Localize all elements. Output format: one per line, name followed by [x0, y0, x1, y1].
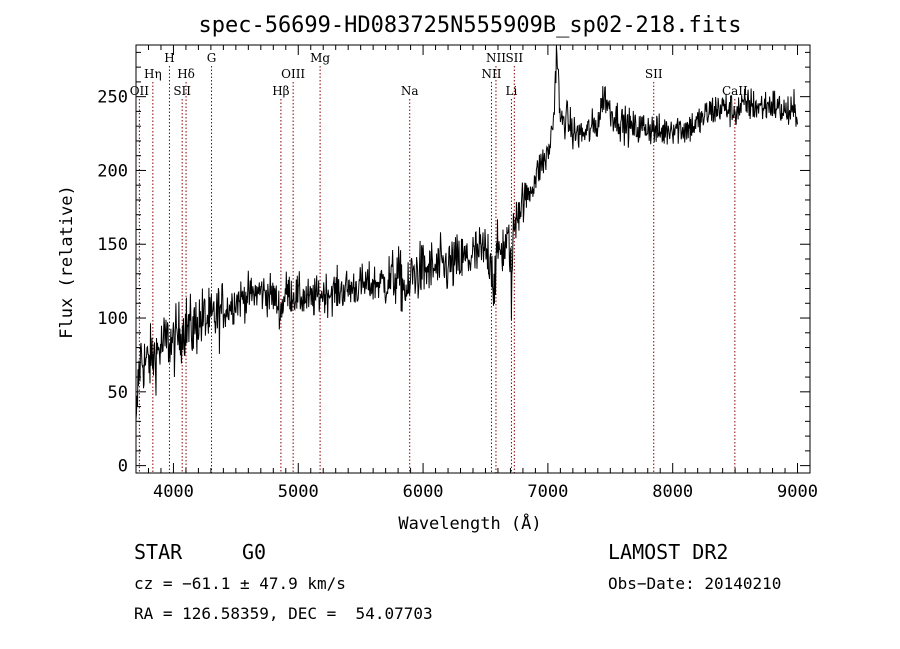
annotation-label: OIII [281, 67, 305, 81]
annotation-label: Hη [144, 67, 162, 81]
y-tick-label: 0 [118, 457, 128, 477]
annotation-label: NII [481, 67, 501, 81]
annotation-label: H [164, 51, 174, 65]
x-tick-label: 9000 [777, 482, 818, 502]
observation-date: Obs−Date: 20140210 [608, 574, 782, 593]
annotation-label: Hδ [177, 67, 195, 81]
annotation-label: G [207, 51, 217, 65]
x-tick-label: 6000 [403, 482, 444, 502]
x-tick-label: 8000 [652, 482, 693, 502]
annotation-label: NII [486, 51, 506, 65]
x-axis-label: Wavelength (Å) [398, 512, 541, 534]
axis-ticks: 4000 5000 6000 7000 8000 9000 0 50 100 150 200 250 [97, 45, 818, 502]
x-tick-label: 7000 [527, 482, 568, 502]
y-tick-label: 200 [97, 161, 128, 181]
annotation-label: SII [645, 67, 663, 81]
y-tick-label: 100 [97, 309, 128, 329]
annotation-label: Li [506, 84, 518, 98]
annotation-label: Na [401, 84, 419, 98]
y-tick-label: 150 [97, 235, 128, 255]
spectrum-series [135, 44, 798, 420]
annotation-label: Mg [310, 51, 330, 65]
object-subclass: G0 [242, 540, 267, 564]
survey-name: LAMOST DR2 [608, 540, 729, 564]
redshift-velocity: cz = −61.1 ± 47.9 km/s [134, 574, 346, 593]
annotation-label: SII [505, 51, 523, 65]
spectrum-chart: spec-56699-HD083725N555909B_sp02-218.fit… [57, 13, 818, 534]
annotation-label: SII [173, 84, 191, 98]
annotation-label: OII [130, 84, 150, 98]
spectrum-line [135, 44, 798, 420]
chart-title: spec-56699-HD083725N555909B_sp02-218.fit… [198, 13, 741, 38]
y-tick-label: 50 [108, 383, 128, 403]
coordinates: RA = 126.58359, DEC = 54.07703 [134, 604, 433, 623]
x-tick-label: 4000 [153, 482, 194, 502]
y-tick-label: 250 [97, 88, 128, 108]
annotation-label: CaII [722, 84, 748, 98]
x-tick-label: 5000 [278, 482, 319, 502]
y-axis-label: Flux (relative) [57, 185, 77, 339]
object-class: STAR [134, 540, 183, 564]
annotation-label: Hβ [272, 84, 289, 98]
